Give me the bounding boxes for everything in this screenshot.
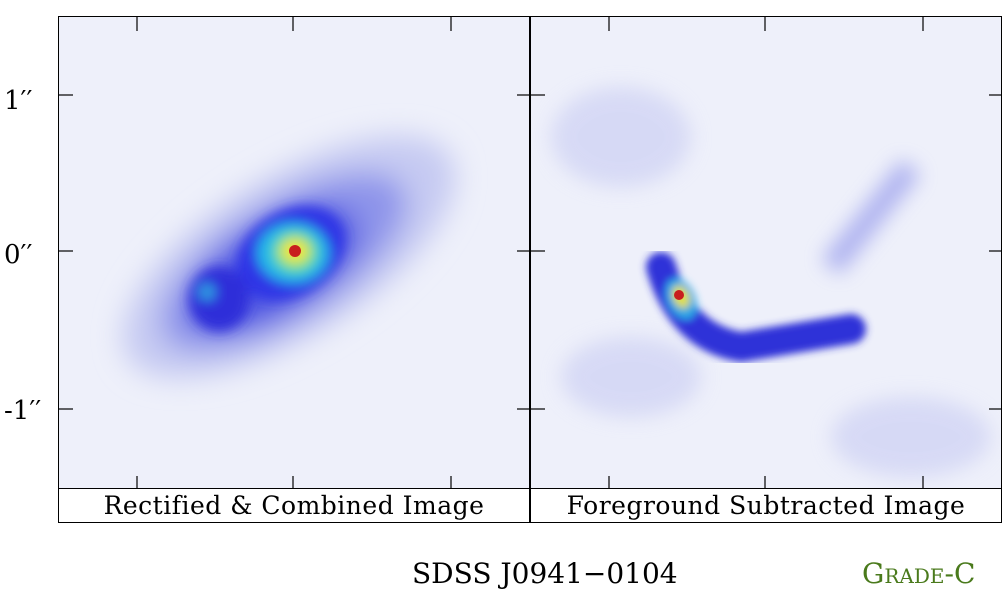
foreground-subtracted-image bbox=[531, 17, 1001, 488]
foreground-subtracted-caption: Foreground Subtracted Image bbox=[530, 489, 1002, 523]
rectified-combined-image bbox=[59, 17, 529, 488]
rectified-combined-image-panel bbox=[58, 16, 530, 489]
object-name: SDSS J0941−0104 bbox=[412, 557, 678, 590]
rectified-combined-caption: Rectified & Combined Image bbox=[58, 489, 530, 523]
ytick-label-minus1: -1′′ bbox=[4, 396, 42, 426]
grade-label: Grade-C bbox=[862, 557, 976, 590]
ytick-label-0: 0′′ bbox=[4, 240, 33, 270]
foreground-subtracted-image-panel bbox=[530, 16, 1002, 489]
ytick-label-plus1: 1′′ bbox=[4, 86, 33, 116]
